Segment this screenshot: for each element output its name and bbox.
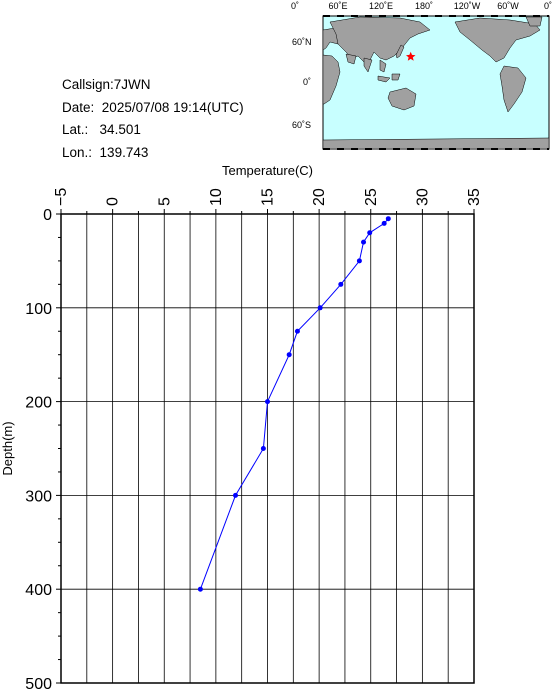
x-tick-label: 10 [208, 188, 225, 206]
data-point [361, 239, 367, 245]
map-lat-label: 60˚N [292, 37, 312, 47]
map-lon-label: 120˚E [369, 1, 393, 11]
x-tick-label: 15 [260, 188, 277, 206]
map-top-labels: 0˚ 60˚E 120˚E 180˚ 120˚W 60˚W 0˚ [291, 1, 552, 11]
date-value: 2025/07/08 19:14(UTC) [101, 99, 244, 115]
map-lon-label: 180˚ [415, 1, 433, 11]
map-lat-label: 60˚S [292, 120, 311, 130]
y-axis-ticks: 0 100 200 300 400 500 [25, 207, 61, 690]
map-lon-label: 120˚W [454, 1, 481, 11]
lon-line: Lon.: 139.743 [62, 142, 244, 165]
y-tick-label: 300 [25, 488, 52, 505]
x-tick-label: −5 [53, 188, 70, 206]
callsign-label: Callsign: [62, 77, 114, 92]
map-frame-ticks [323, 15, 549, 150]
data-point [356, 258, 362, 264]
data-point [338, 281, 344, 287]
chart-grid [60, 213, 475, 684]
x-tick-label: 25 [363, 188, 380, 206]
map-marker [406, 51, 416, 61]
lon-value: 139.743 [99, 144, 149, 160]
lat-label: Lat.: [62, 122, 89, 137]
y-axis-label: Depth(m) [0, 421, 15, 475]
location-map: 0˚ 60˚E 120˚E 180˚ 120˚W 60˚W 0˚ 60˚N 0˚… [290, 0, 553, 155]
lat-value: 34.501 [99, 122, 141, 137]
y-tick-label: 100 [25, 301, 52, 318]
data-point [381, 220, 387, 226]
x-axis-label: Temperature(C) [222, 163, 313, 178]
map-lon-label: 60˚W [497, 1, 519, 11]
date-label: Date: [62, 99, 95, 115]
station-location-star [406, 51, 416, 61]
station-info: Callsign:7JWN Date: 2025/07/08 19:14(UTC… [62, 74, 244, 164]
map-land [322, 16, 550, 150]
map-lat-label: 0˚ [303, 77, 311, 87]
y-tick-label: 0 [43, 207, 52, 224]
data-point [294, 328, 300, 334]
x-tick-label: 0 [105, 197, 122, 206]
data-point [260, 446, 266, 451]
map-lon-label: 0˚ [544, 1, 552, 11]
data-point [265, 399, 270, 405]
data-point [286, 352, 292, 358]
data-point [317, 305, 323, 311]
callsign-line: Callsign:7JWN [62, 74, 244, 97]
data-point [197, 586, 203, 592]
lat-line: Lat.: 34.501 [62, 119, 244, 142]
temperature-series-line [199, 218, 389, 590]
data-point [367, 230, 373, 236]
data-point [385, 216, 391, 222]
x-tick-label: 5 [156, 197, 173, 206]
y-tick-label: 500 [25, 676, 52, 690]
lon-label: Lon.: [62, 144, 93, 160]
callsign-value: 7JWN [113, 77, 151, 92]
x-tick-label: 20 [311, 188, 328, 206]
map-lon-label: 60˚E [328, 1, 347, 11]
x-tick-label: 30 [414, 188, 431, 206]
date-line: Date: 2025/07/08 19:14(UTC) [62, 97, 244, 120]
y-tick-label: 400 [25, 582, 52, 599]
temperature-series-points [197, 216, 391, 592]
data-point [232, 492, 238, 498]
map-lon-label: 0˚ [291, 1, 299, 11]
x-axis-ticks: −5 0 5 10 15 20 25 30 35 [53, 188, 483, 214]
x-tick-label: 35 [466, 188, 483, 206]
map-lat-labels: 60˚N 0˚ 60˚S [292, 37, 312, 130]
y-tick-label: 200 [25, 395, 52, 412]
